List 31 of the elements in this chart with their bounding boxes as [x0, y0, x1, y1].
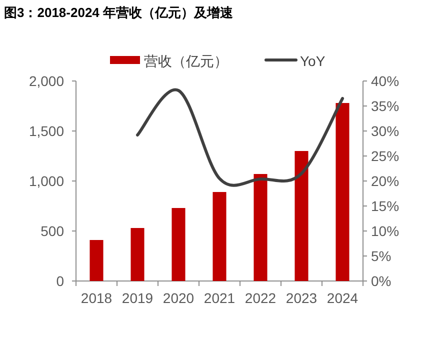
x-tick-label: 2018 — [80, 290, 112, 306]
x-tick-label: 2023 — [286, 290, 318, 306]
bar — [336, 103, 350, 281]
y2-tick-label: 0% — [371, 273, 392, 289]
y2-tick-label: 5% — [371, 248, 392, 264]
bar — [294, 151, 308, 281]
bar — [130, 228, 144, 281]
y2-tick-label: 35% — [371, 98, 400, 114]
bar — [254, 174, 268, 281]
bar — [172, 208, 186, 281]
y2-tick-label: 30% — [371, 123, 400, 139]
y2-tick-label: 25% — [371, 148, 400, 164]
y-tick-label: 1,500 — [28, 123, 64, 139]
y-tick-label: 0 — [56, 273, 64, 289]
x-tick-label: 2021 — [204, 290, 236, 306]
legend-label: YoY — [300, 53, 326, 69]
bar — [212, 192, 226, 281]
y-tick-label: 2,000 — [28, 73, 64, 89]
x-tick-label: 2022 — [244, 290, 276, 306]
legend-label: 营收（亿元） — [144, 53, 228, 69]
y2-tick-label: 20% — [371, 173, 400, 189]
bar — [90, 240, 104, 281]
y2-tick-label: 10% — [371, 223, 400, 239]
x-tick-label: 2019 — [122, 290, 154, 306]
x-tick-label: 2024 — [326, 290, 358, 306]
y2-tick-label: 40% — [371, 73, 400, 89]
title: 图3：2018-2024 年营收（亿元）及增速 — [4, 5, 234, 20]
y2-tick-label: 15% — [371, 198, 400, 214]
x-tick-label: 2020 — [162, 290, 194, 306]
y-tick-label: 1,000 — [28, 173, 64, 189]
y-tick-label: 500 — [40, 223, 64, 239]
